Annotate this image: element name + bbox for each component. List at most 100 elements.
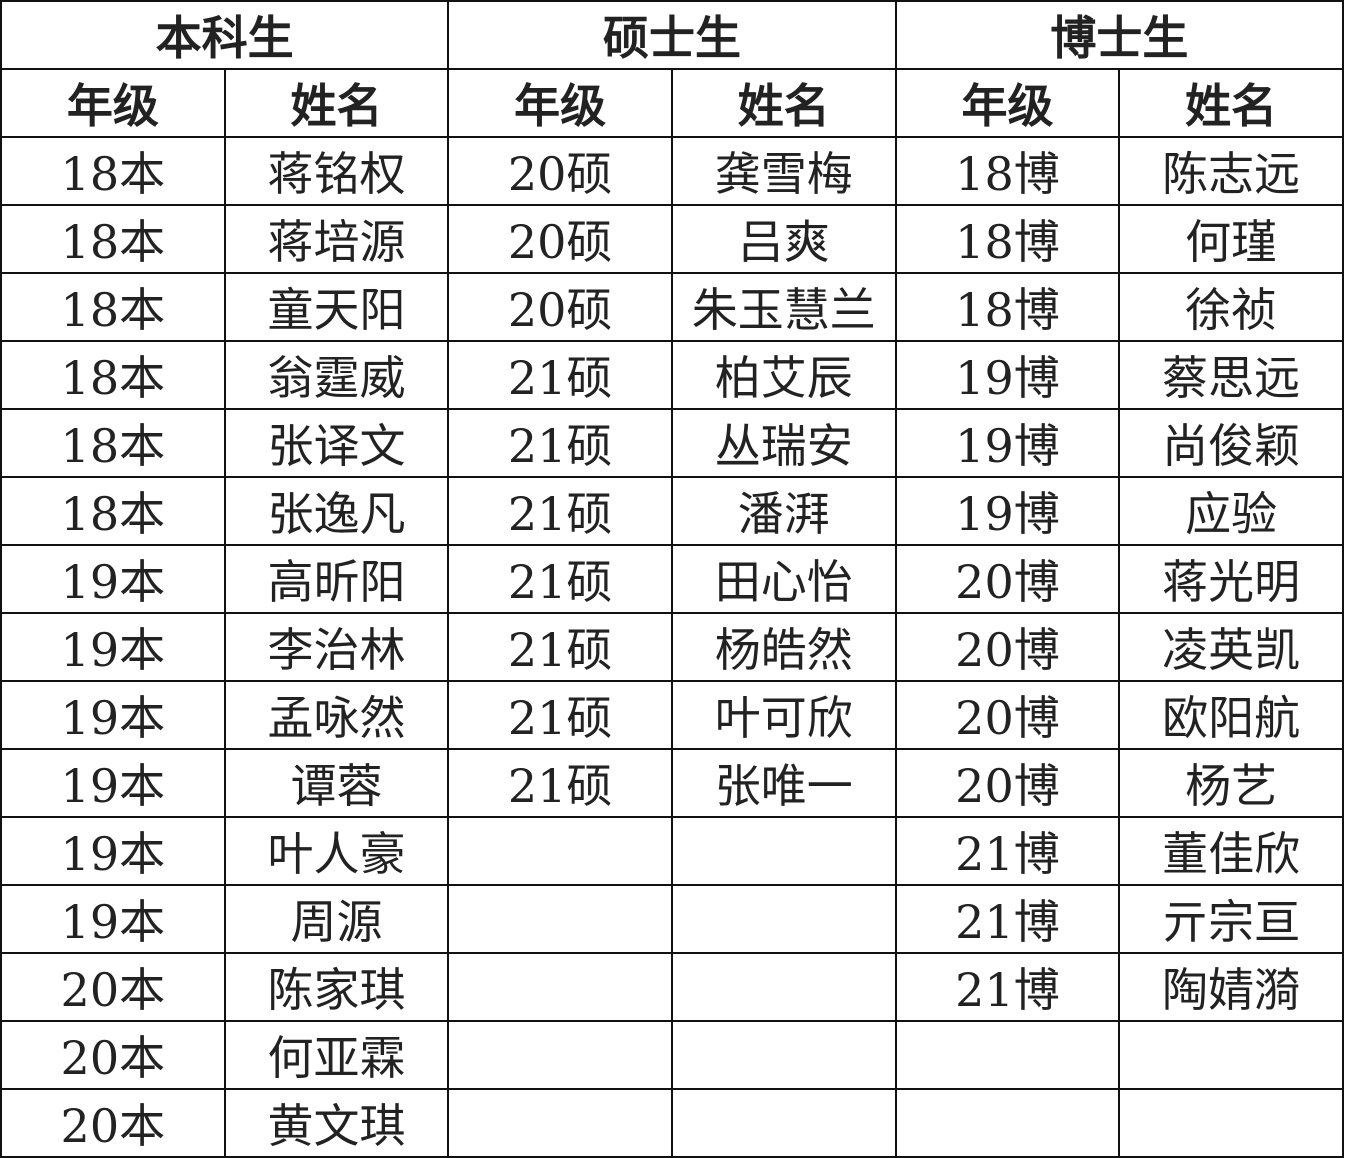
column-header-grade: 年级 <box>0 68 226 138</box>
phd-name-cell: 徐祯 <box>1118 272 1344 342</box>
master-name-cell <box>670 884 897 954</box>
table-row: 19本 高昕阳 21硕 田心怡 20博 蒋光明 <box>0 544 1344 614</box>
undergrad-name-cell: 张逸凡 <box>223 476 450 546</box>
phd-grade-cell: 20博 <box>894 680 1121 750</box>
undergrad-name-cell: 翁霆威 <box>223 340 450 410</box>
phd-name-cell: 杨艺 <box>1118 748 1344 818</box>
group-header-phd: 博士生 <box>894 0 1345 70</box>
table-row: 20本 黄文琪 <box>0 1088 1344 1158</box>
master-grade-cell: 21硕 <box>447 408 673 478</box>
phd-grade-cell: 20博 <box>894 612 1121 682</box>
column-header-grade: 年级 <box>894 68 1121 138</box>
undergrad-grade-cell: 19本 <box>0 884 226 954</box>
master-name-cell: 吕爽 <box>670 204 897 274</box>
master-grade-cell: 20硕 <box>447 204 673 274</box>
undergrad-grade-cell: 18本 <box>0 476 226 546</box>
table-row: 18本 张逸凡 21硕 潘湃 19博 应验 <box>0 476 1344 546</box>
table-row: 19本 谭蓉 21硕 张唯一 20博 杨艺 <box>0 748 1344 818</box>
table-row: 19本 孟咏然 21硕 叶可欣 20博 欧阳航 <box>0 680 1344 750</box>
undergrad-grade-cell: 19本 <box>0 748 226 818</box>
master-grade-cell: 21硕 <box>447 544 673 614</box>
phd-name-cell: 蒋光明 <box>1118 544 1344 614</box>
undergrad-grade-cell: 19本 <box>0 612 226 682</box>
master-name-cell: 田心怡 <box>670 544 897 614</box>
master-grade-cell: 20硕 <box>447 136 673 206</box>
phd-grade-cell: 21博 <box>894 816 1121 886</box>
undergrad-name-cell: 蒋铭权 <box>223 136 450 206</box>
phd-grade-cell: 21博 <box>894 884 1121 954</box>
master-name-cell <box>670 1020 897 1090</box>
master-name-cell: 龚雪梅 <box>670 136 897 206</box>
phd-name-cell <box>1118 1088 1344 1158</box>
table-row: 19本 叶人豪 21博 董佳欣 <box>0 816 1344 886</box>
master-name-cell: 潘湃 <box>670 476 897 546</box>
phd-name-cell: 应验 <box>1118 476 1344 546</box>
phd-grade-cell: 18博 <box>894 272 1121 342</box>
column-header-name: 姓名 <box>1118 68 1344 138</box>
table-row: 18本 张译文 21硕 丛瑞安 19博 尚俊颖 <box>0 408 1344 478</box>
table-row: 19本 周源 21博 亓宗亘 <box>0 884 1344 954</box>
table-row: 18本 童天阳 20硕 朱玉慧兰 18博 徐祯 <box>0 272 1344 342</box>
undergrad-name-cell: 何亚霖 <box>223 1020 450 1090</box>
table-row: 18本 蒋铭权 20硕 龚雪梅 18博 陈志远 <box>0 136 1344 206</box>
master-name-cell <box>670 1088 897 1158</box>
phd-grade-cell: 20博 <box>894 748 1121 818</box>
phd-name-cell: 欧阳航 <box>1118 680 1344 750</box>
master-grade-cell: 21硕 <box>447 680 673 750</box>
table-row: 19本 李治林 21硕 杨皓然 20博 凌英凯 <box>0 612 1344 682</box>
table-row: 20本 陈家琪 21博 陶婧漪 <box>0 952 1344 1022</box>
undergrad-name-cell: 谭蓉 <box>223 748 450 818</box>
phd-grade-cell: 18博 <box>894 136 1121 206</box>
undergrad-grade-cell: 18本 <box>0 204 226 274</box>
master-grade-cell <box>447 952 673 1022</box>
undergrad-grade-cell: 18本 <box>0 272 226 342</box>
master-grade-cell: 20硕 <box>447 272 673 342</box>
phd-name-cell: 陶婧漪 <box>1118 952 1344 1022</box>
undergrad-name-cell: 高昕阳 <box>223 544 450 614</box>
master-name-cell: 杨皓然 <box>670 612 897 682</box>
phd-name-cell: 尚俊颖 <box>1118 408 1344 478</box>
phd-grade-cell: 20博 <box>894 544 1121 614</box>
undergrad-name-cell: 蒋培源 <box>223 204 450 274</box>
phd-name-cell <box>1118 1020 1344 1090</box>
undergrad-name-cell: 孟咏然 <box>223 680 450 750</box>
master-grade-cell <box>447 1088 673 1158</box>
undergrad-grade-cell: 19本 <box>0 680 226 750</box>
group-header-master: 硕士生 <box>447 0 897 70</box>
master-grade-cell <box>447 884 673 954</box>
column-header-name: 姓名 <box>223 68 450 138</box>
undergrad-name-cell: 童天阳 <box>223 272 450 342</box>
phd-name-cell: 凌英凯 <box>1118 612 1344 682</box>
phd-grade-cell: 21博 <box>894 952 1121 1022</box>
undergrad-grade-cell: 20本 <box>0 1020 226 1090</box>
group-header-undergrad: 本科生 <box>0 0 450 70</box>
undergrad-name-cell: 黄文琪 <box>223 1088 450 1158</box>
master-name-cell: 柏艾辰 <box>670 340 897 410</box>
undergrad-name-cell: 李治林 <box>223 612 450 682</box>
phd-name-cell: 陈志远 <box>1118 136 1344 206</box>
master-name-cell: 张唯一 <box>670 748 897 818</box>
master-grade-cell: 21硕 <box>447 340 673 410</box>
master-grade-cell: 21硕 <box>447 476 673 546</box>
master-name-cell <box>670 952 897 1022</box>
master-grade-cell <box>447 1020 673 1090</box>
table-row: 20本 何亚霖 <box>0 1020 1344 1090</box>
phd-name-cell: 蔡思远 <box>1118 340 1344 410</box>
column-header-row: 年级 姓名 年级 姓名 年级 姓名 <box>0 68 1344 138</box>
undergrad-name-cell: 周源 <box>223 884 450 954</box>
phd-grade-cell: 19博 <box>894 476 1121 546</box>
phd-grade-cell: 18博 <box>894 204 1121 274</box>
master-name-cell: 丛瑞安 <box>670 408 897 478</box>
master-name-cell <box>670 816 897 886</box>
phd-grade-cell: 19博 <box>894 340 1121 410</box>
undergrad-name-cell: 张译文 <box>223 408 450 478</box>
undergrad-grade-cell: 19本 <box>0 544 226 614</box>
group-header-row: 本科生 硕士生 博士生 <box>0 0 1345 70</box>
undergrad-grade-cell: 20本 <box>0 952 226 1022</box>
undergrad-grade-cell: 18本 <box>0 340 226 410</box>
phd-grade-cell: 19博 <box>894 408 1121 478</box>
undergrad-grade-cell: 18本 <box>0 136 226 206</box>
undergrad-name-cell: 陈家琪 <box>223 952 450 1022</box>
table-row: 18本 蒋培源 20硕 吕爽 18博 何瑾 <box>0 204 1344 274</box>
